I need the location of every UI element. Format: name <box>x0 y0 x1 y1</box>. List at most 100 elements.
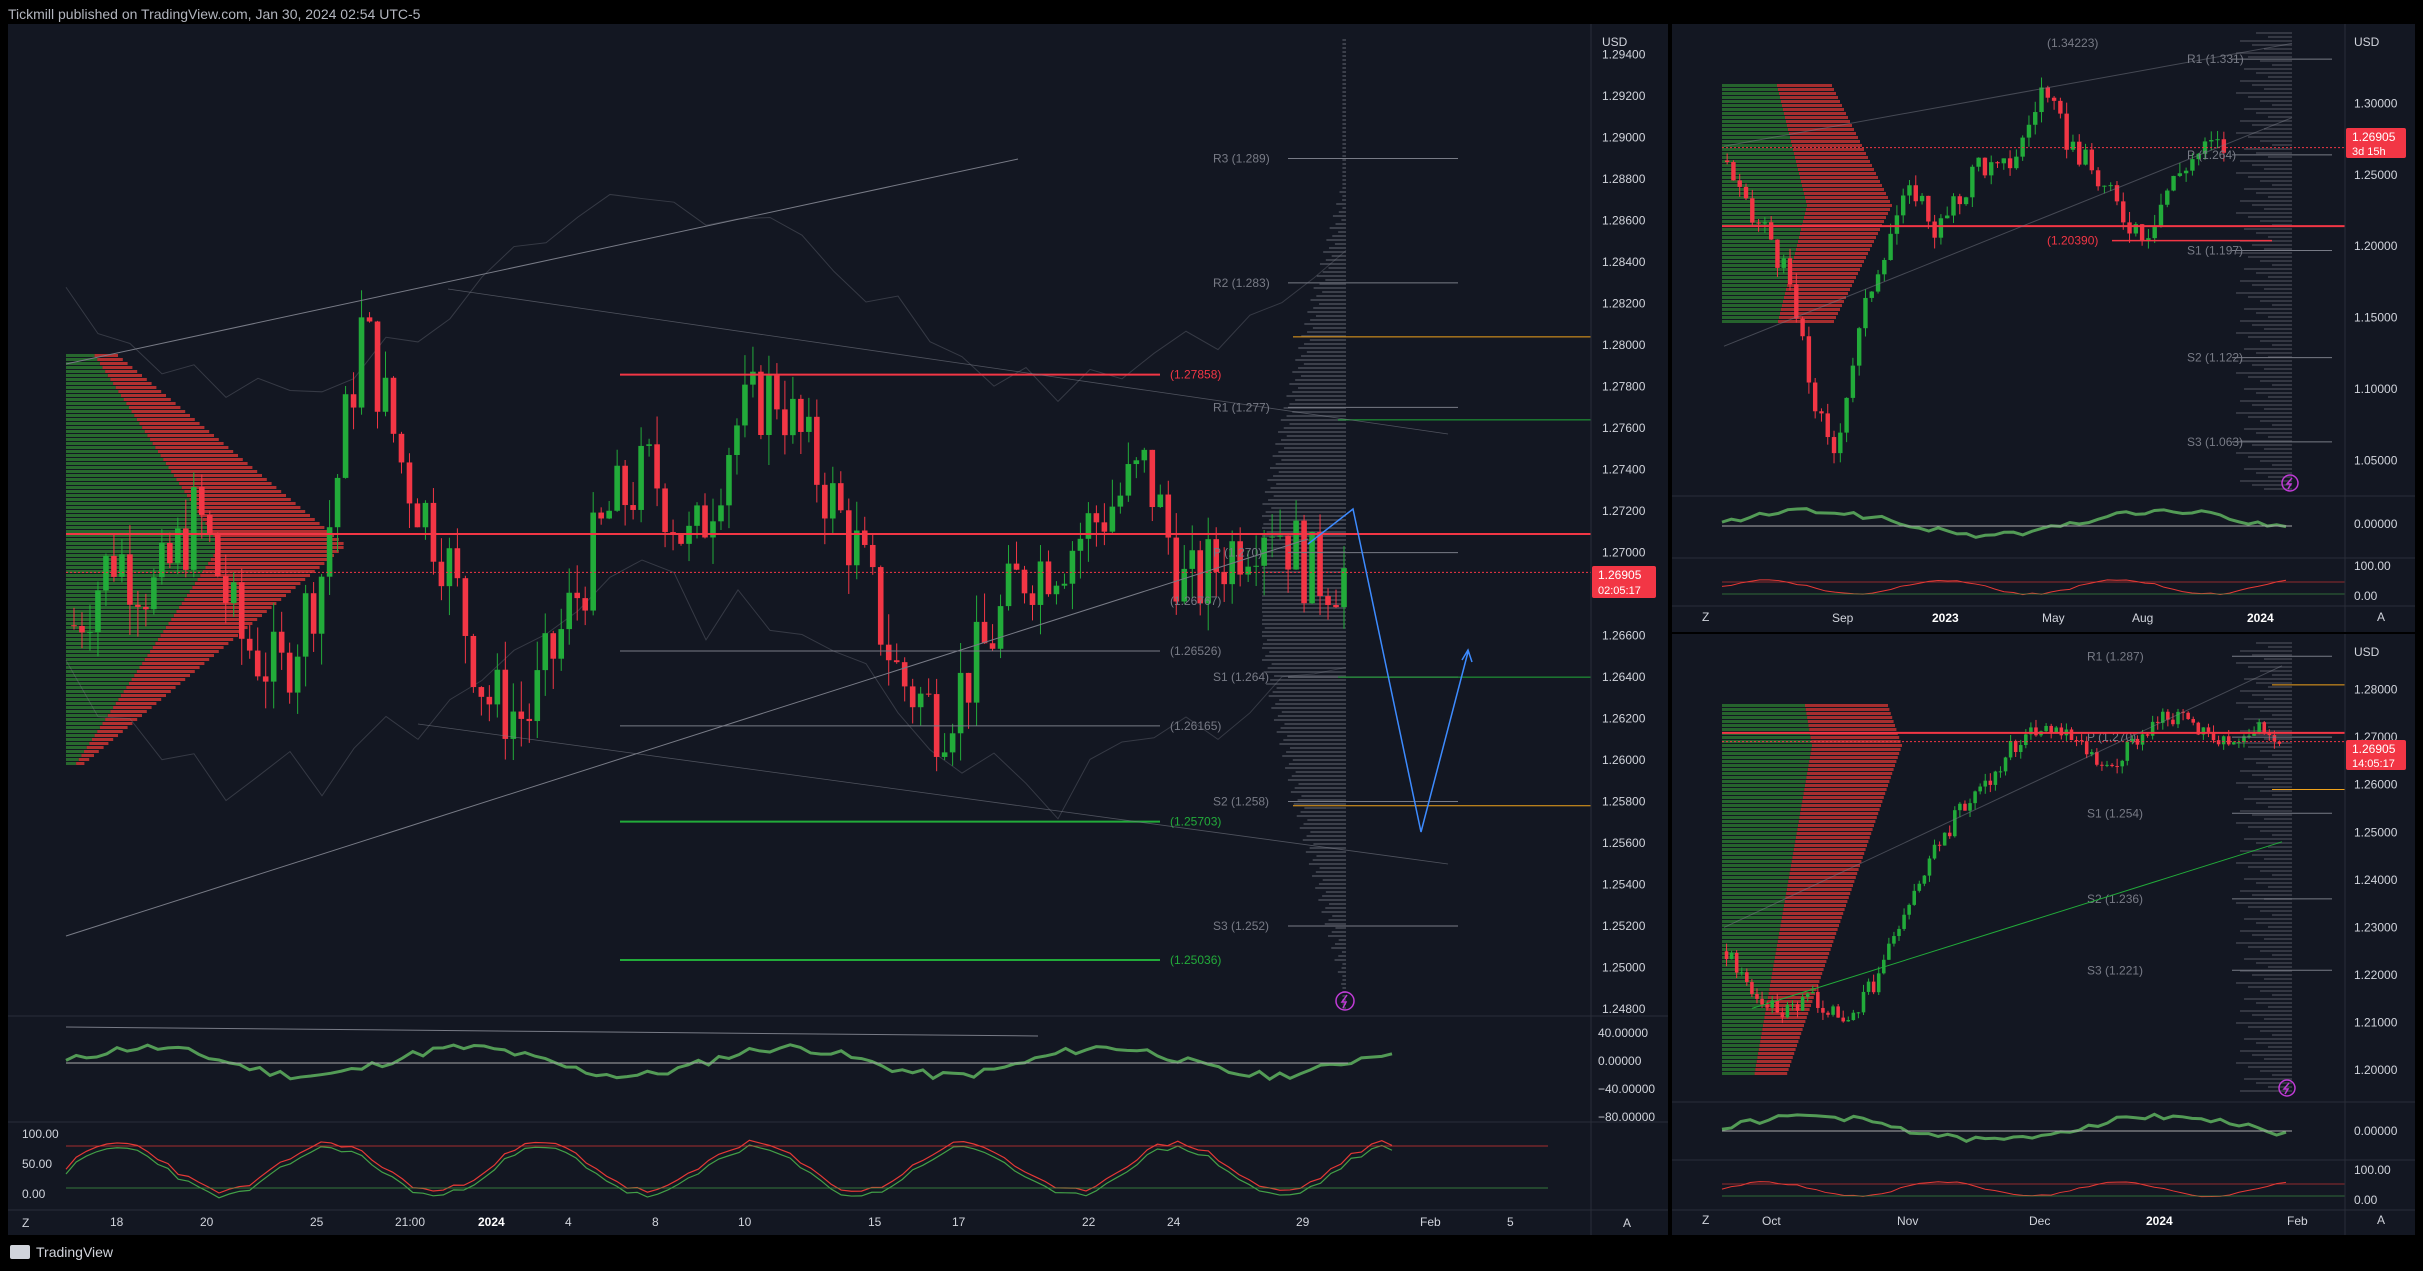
profile-bar-red <box>1797 828 1873 831</box>
candle-body <box>2110 764 2114 767</box>
flash-icon-tr[interactable] <box>2281 474 2299 492</box>
candle-body <box>1317 531 1323 597</box>
profile-bar-red <box>107 374 142 377</box>
profile-bar-green <box>1722 1056 1758 1059</box>
weekly-chart-svg[interactable]: R1 (1.331) P (1.264) S1 (1.197) S2 (1.122) S… <box>1672 24 2415 632</box>
profile-bar-green <box>66 538 217 541</box>
volume-profile-bar <box>1313 307 1346 309</box>
volume-profile-bar <box>2240 970 2292 972</box>
profile-bar-red <box>105 370 138 373</box>
candle-body <box>1882 259 1887 275</box>
profile-bar-red <box>197 510 306 513</box>
candle-body <box>1838 432 1843 454</box>
corner-a-br[interactable]: A <box>2377 1213 2385 1227</box>
profile-bar-green <box>1722 196 1805 199</box>
volume-profile-bar <box>2260 670 2292 672</box>
candle-body <box>1053 585 1060 595</box>
profile-bar-green <box>66 414 135 417</box>
price-tick: 1.28400 <box>1602 255 1646 269</box>
profile-bar-red <box>176 610 267 613</box>
volume-profile-bar <box>1278 431 1346 433</box>
volume-profile-bar <box>1287 735 1346 737</box>
candle-body <box>2262 722 2267 733</box>
profile-bar-green <box>1722 292 1785 295</box>
candle-body <box>1269 536 1275 538</box>
volume-profile-bar <box>1302 839 1346 841</box>
volume-profile-bar <box>2240 770 2292 772</box>
volume-profile-bar <box>2240 810 2292 812</box>
profile-bar-green <box>1722 1000 1768 1003</box>
profile-bar-green <box>1722 888 1787 891</box>
profile-bar-green <box>1722 176 1800 179</box>
candle-body <box>742 384 748 426</box>
weekly-chart-panel[interactable]: R1 (1.331) P (1.264) S1 (1.197) S2 (1.122) S… <box>1672 24 2415 632</box>
profile-bar-red <box>152 646 224 649</box>
profile-bar-green <box>66 426 143 429</box>
candle-body <box>1907 904 1911 915</box>
volume-profile-bar <box>1341 219 1346 221</box>
volume-profile-bar <box>1342 43 1346 45</box>
candle-body <box>1739 972 1744 974</box>
profile-bar-green <box>66 510 198 513</box>
candle-body <box>1978 786 1982 792</box>
volume-profile-bar <box>2236 52 2292 54</box>
profile-bar-red <box>165 626 248 629</box>
candle-body <box>774 374 780 410</box>
volume-profile-bar <box>2268 1006 2292 1008</box>
volume-profile-bar <box>2264 168 2292 170</box>
profile-bar-green <box>1722 824 1798 827</box>
price-tick: 1.25000 <box>1602 961 1646 975</box>
corner-a[interactable]: A <box>1623 1216 1631 1230</box>
profile-bar-green <box>66 726 100 729</box>
volume-profile-bar <box>1286 415 1346 417</box>
candle-body <box>622 465 628 506</box>
profile-bar-red <box>1785 896 1849 899</box>
main-chart-panel[interactable]: R3 (1.289) R2 (1.283) R1 (1.277) P (1.270) S… <box>8 24 1668 1235</box>
candle-body <box>1887 943 1891 960</box>
volume-profile-bar <box>1279 699 1346 701</box>
profile-bar-red <box>216 550 339 553</box>
volume-profile-bar <box>2236 1022 2292 1024</box>
profile-bar-green <box>66 686 127 689</box>
volume-profile-bar <box>2244 998 2292 1000</box>
candle-body <box>2209 140 2214 142</box>
profile-bar-red <box>1793 260 1864 263</box>
candle-body <box>191 487 197 570</box>
osc-zero-tr: 0.00000 <box>2354 517 2398 531</box>
volume-profile-bar <box>2256 152 2292 154</box>
main-chart-svg[interactable]: R3 (1.289) R2 (1.283) R1 (1.277) P (1.270) S… <box>8 24 1668 1235</box>
corner-z-br[interactable]: Z <box>1702 1213 1709 1227</box>
volume-profile-bar <box>2264 408 2292 410</box>
flash-icon[interactable] <box>1335 991 1355 1011</box>
candle-body <box>2039 87 2044 113</box>
profile-bar-red <box>173 614 262 617</box>
volume-profile-bar <box>1272 691 1346 693</box>
profile-bar-green <box>1722 784 1805 787</box>
volume-profile-bar <box>1305 851 1346 853</box>
candle-body <box>965 672 972 703</box>
volume-profile-bar <box>2272 914 2292 916</box>
profile-bar-red <box>1780 96 1838 99</box>
h4-chart-panel[interactable]: R1 (1.287) P (1.270) S1 (1.254) S2 (1.236) S… <box>1672 634 2415 1235</box>
profile-bar-green <box>66 470 172 473</box>
candle-body <box>2089 149 2095 171</box>
candle-body <box>2114 185 2120 202</box>
profile-bar-red <box>1806 712 1891 715</box>
h4-chart-svg[interactable]: R1 (1.287)P (1.270)S1 (1.254)S2 (1.236)S… <box>1672 634 2415 1235</box>
candle-body <box>2058 100 2063 114</box>
candle-body <box>2095 170 2101 187</box>
flash-icon-br[interactable] <box>2278 1079 2296 1097</box>
profile-bar-red <box>1800 812 1879 815</box>
candle-body <box>2165 190 2170 205</box>
tradingview-logo[interactable]: TradingView <box>10 1244 113 1260</box>
volume-profile-bar <box>1342 135 1346 137</box>
corner-z-tr[interactable]: Z <box>1702 610 1709 624</box>
volume-profile-bar <box>2244 878 2292 880</box>
corner-z[interactable]: Z <box>22 1216 29 1230</box>
corner-a-tr[interactable]: A <box>2377 610 2385 624</box>
volume-profile-bar <box>2244 308 2292 310</box>
profile-bar-red <box>1791 268 1860 271</box>
candle-body <box>430 502 437 562</box>
profile-bar-green <box>66 430 145 433</box>
profile-bar-red <box>142 426 205 429</box>
